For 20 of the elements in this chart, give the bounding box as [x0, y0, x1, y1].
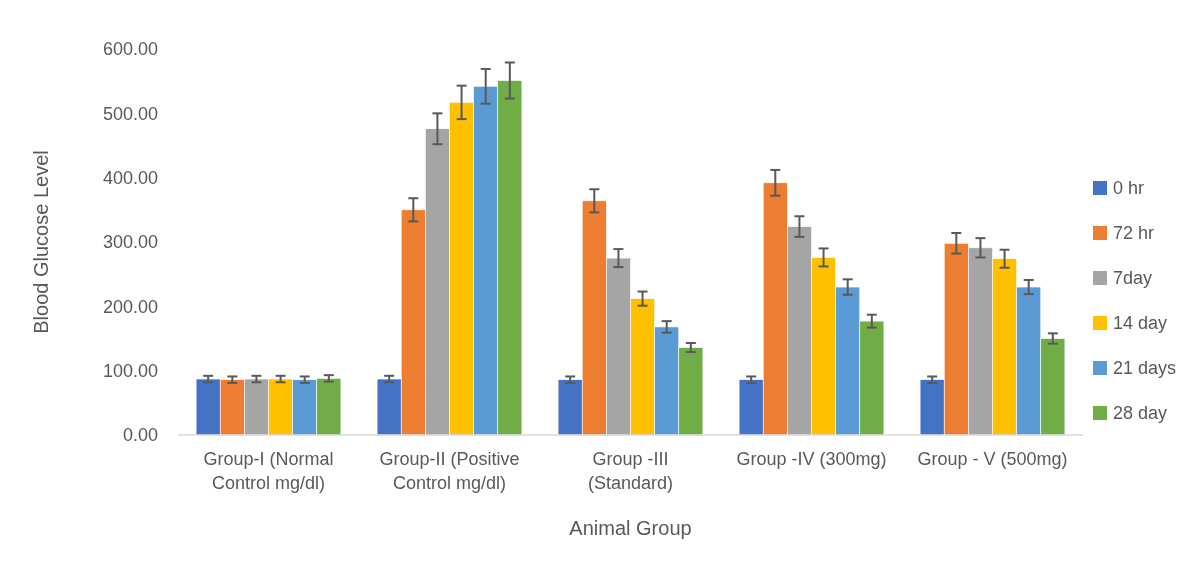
x-tick-label: Group -III (Standard)	[587, 449, 674, 493]
y-tick-label: 100.00	[102, 360, 158, 381]
y-tick-label: 200.00	[102, 296, 158, 317]
x-tick-label: Group-I (Normal Control mg/dl)	[203, 449, 334, 493]
y-tick-label: 0.00	[122, 425, 158, 446]
x-tick-label: Group -IV (300mg)	[736, 449, 887, 469]
legend-label: 28 day	[1113, 403, 1168, 424]
legend-label: 0 hr	[1113, 178, 1145, 199]
legend-label: 21 days	[1113, 358, 1177, 379]
y-tick-label: 400.00	[102, 167, 158, 188]
y-tick-label: 600.00	[102, 39, 158, 60]
y-axis-title: Blood Glucose Level	[30, 150, 52, 334]
legend-label: 7day	[1113, 268, 1153, 289]
x-tick-label: Group - V (500mg)	[917, 449, 1068, 469]
legend-label: 72 hr	[1113, 223, 1155, 244]
legend-label: 14 day	[1113, 313, 1168, 334]
y-tick-label: 500.00	[102, 103, 158, 124]
x-axis-title: Animal Group	[569, 517, 692, 539]
x-tick-label: Group-II (Positive Control mg/dl)	[379, 449, 520, 493]
y-tick-label: 300.00	[102, 232, 158, 253]
